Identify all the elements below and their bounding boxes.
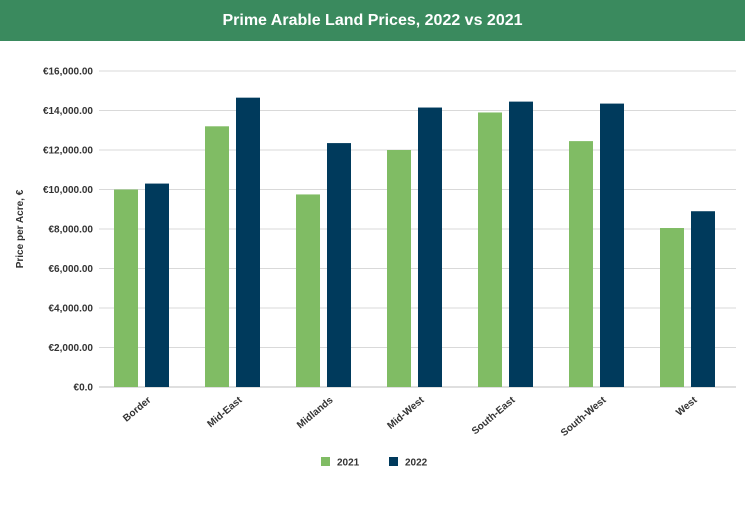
x-axis-ticks: Border Mid-East Midlands Mid-West South-East… [121, 394, 700, 438]
bars [114, 97, 715, 388]
bar-2021-south-west [569, 141, 593, 387]
bar-2022-south-west [600, 103, 624, 388]
legend: 2021 2022 [321, 457, 428, 469]
bar-chart: €0.0 €2,000.00 €4,000.00 €6,000.00 €8,000.00… [15, 67, 736, 469]
y-tick-label: €14,000.00 [43, 106, 93, 117]
x-tick-label: Midlands [295, 395, 336, 432]
y-tick-label: €6,000.00 [49, 264, 94, 275]
legend-swatch-2021 [321, 457, 330, 466]
y-tick-label: €16,000.00 [43, 67, 93, 78]
legend-label-2022: 2022 [405, 458, 428, 469]
y-axis-title: Price per Acre, € [15, 189, 26, 268]
x-tick-label: Border [121, 395, 153, 425]
x-tick-label: South-East [470, 394, 518, 437]
y-tick-label: €8,000.00 [49, 225, 94, 236]
legend-swatch-2022 [389, 457, 398, 466]
bar-2022-south-east [509, 101, 533, 388]
chart-title: Prime Arable Land Prices, 2022 vs 2021 [222, 11, 523, 29]
bar-2022-west [691, 211, 715, 387]
bar-2021-border [114, 189, 138, 387]
bar-2021-south-east [478, 112, 502, 387]
y-tick-label: €2,000.00 [49, 343, 94, 354]
x-tick-label: Mid-West [385, 394, 426, 431]
y-tick-label: €4,000.00 [49, 304, 94, 315]
bar-2022-mid-west [418, 107, 442, 387]
legend-label-2021: 2021 [337, 458, 360, 469]
x-tick-label: West [674, 394, 700, 418]
bar-2021-west [660, 228, 684, 387]
bar-2021-mid-east [205, 126, 229, 388]
bar-2022-midlands [327, 143, 351, 387]
y-tick-label: €10,000.00 [43, 185, 93, 196]
bar-2021-midlands [296, 194, 320, 387]
bar-2022-mid-east [236, 97, 260, 387]
y-tick-label: €12,000.00 [43, 146, 93, 157]
x-tick-label: Mid-East [205, 394, 245, 430]
x-tick-label: South-West [559, 394, 609, 438]
bar-2021-mid-west [387, 150, 411, 387]
gridlines [99, 70, 736, 388]
y-tick-label: €0.0 [74, 383, 94, 394]
y-axis-ticks: €0.0 €2,000.00 €4,000.00 €6,000.00 €8,000.00… [43, 67, 93, 394]
chart-header: Prime Arable Land Prices, 2022 vs 2021 [0, 0, 745, 41]
bar-2022-border [145, 183, 169, 387]
